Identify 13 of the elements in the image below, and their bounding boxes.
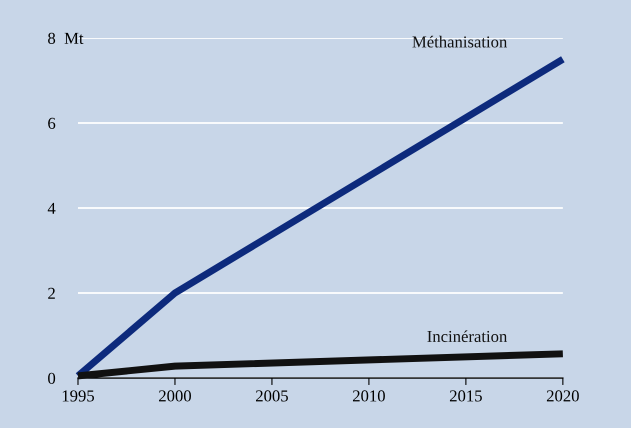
x-tick-label: 2015 (450, 390, 482, 402)
y-tick-label: 2 (48, 288, 55, 299)
x-tick-label: 2020 (546, 390, 579, 402)
x-tick-label: 1995 (62, 390, 94, 402)
x-tick-label: 2005 (256, 390, 288, 402)
x-tick-label: 2000 (159, 390, 191, 402)
y-tick-label: 4 (48, 202, 56, 214)
text: Méthanisation (412, 36, 508, 48)
y-tick-label: 8 Mt (48, 32, 84, 44)
series-label: Incinération (427, 330, 508, 342)
y-tick-label: 0 (48, 372, 56, 384)
y-tick-label: 6 (48, 118, 56, 129)
x-tick-label: 2010 (352, 390, 385, 402)
